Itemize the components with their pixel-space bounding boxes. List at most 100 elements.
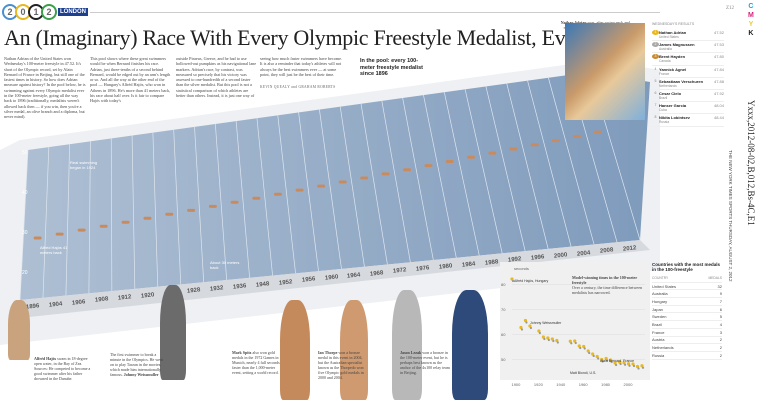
caption-hajos: Alfréd Hajós swam in 18-degree open wate… — [34, 356, 94, 381]
medal-count: 2 — [719, 337, 722, 343]
lane-line — [214, 123, 228, 281]
data-point — [617, 360, 622, 364]
name: Hanser Garcia — [659, 103, 687, 109]
country-name: United States — [652, 283, 677, 289]
data-point — [626, 362, 631, 366]
body-column: outside Piraeus, Greece, and he had to u… — [176, 56, 257, 99]
lane-line — [65, 144, 70, 296]
y-tick-label: 60 — [501, 332, 506, 337]
distance-label: 40 — [22, 190, 28, 196]
swimmer-marker — [187, 208, 196, 212]
distance-label: 50 — [22, 150, 28, 156]
x-tick-label: 1960 — [579, 382, 589, 387]
caption-thorpe: Ian Thorpe won a bronze medal in this ev… — [318, 350, 366, 380]
lane-line — [423, 95, 457, 258]
x-tick-label: 1980 — [601, 382, 611, 387]
swimmer-marker — [317, 184, 326, 188]
caption-name: Alfréd Hajós — [34, 356, 57, 361]
name: Brent Hayden — [659, 54, 686, 60]
data-point — [586, 349, 590, 353]
country: Cuba — [659, 108, 667, 113]
name: Sebastiaan Verschuren — [659, 78, 704, 84]
swimmer-marker — [424, 164, 433, 168]
medal-count: 5 — [719, 314, 722, 320]
data-point-silver — [628, 364, 631, 367]
lane-line — [339, 106, 365, 267]
data-point-silver — [632, 364, 636, 368]
cmyk-y: Y — [748, 21, 754, 28]
time: 47.52 — [713, 30, 724, 35]
chart-annotation: Johnny Weissmuller — [530, 321, 562, 325]
name: Nikita Lobintsev — [659, 115, 690, 121]
medal-count: 6 — [719, 306, 722, 312]
data-point-silver — [619, 362, 622, 366]
country-row: Hungary 7 — [652, 298, 722, 306]
result-row: 7 Hanser Garcia Cuba 48.04 — [652, 102, 724, 115]
data-point — [546, 336, 550, 340]
rank-badge: 3 — [652, 54, 659, 60]
pool-water — [20, 72, 650, 300]
data-point-silver — [579, 346, 582, 350]
swimmer-marker — [295, 188, 304, 192]
medal-count: 4 — [719, 321, 722, 327]
result-row: 3 Brent Hayden Canada 47.80 — [652, 53, 724, 66]
times-chart: 80 70 60 50 1900 1920 1940 1960 1980 2000 seconds A… — [500, 262, 650, 387]
name: James Magnussen — [659, 42, 695, 48]
medal-count: 2 — [719, 352, 722, 358]
swimmer-marker — [488, 151, 497, 155]
x-tick-label: 1920 — [534, 382, 544, 387]
page-slug: Yxxx,2012-08-02,B,012,Bs-4C,E1 — [746, 100, 756, 226]
lane-line — [235, 121, 250, 278]
lane-line — [42, 147, 50, 298]
lane-line — [88, 141, 91, 294]
swimmer-marker — [572, 134, 581, 138]
lane-line — [443, 92, 480, 256]
data-point — [609, 358, 613, 362]
rank-badge: 7 — [654, 103, 657, 108]
data-point — [622, 361, 626, 365]
lane-line — [194, 126, 205, 283]
data-point — [510, 277, 514, 281]
y-tick-label: 70 — [501, 307, 506, 312]
swimmer-marker — [230, 200, 239, 204]
x-tick-label: 1900 — [511, 382, 521, 387]
data-point-silver — [601, 360, 604, 363]
data-point-silver — [588, 351, 591, 355]
country: Russia — [659, 120, 670, 125]
swimmer-name: Nathan Adrian United States — [659, 30, 714, 39]
chart-annotation: Alfréd Hajós, Hungary — [514, 279, 548, 283]
swimmer-marker — [360, 176, 369, 180]
medal-count: 7 — [719, 298, 722, 304]
country-name: Austria — [652, 337, 665, 343]
swimmer-name: James Magnussen Australia — [659, 42, 714, 51]
adrian-podium-photo — [452, 290, 488, 400]
data-point-silver — [606, 359, 609, 362]
data-point-silver — [597, 357, 600, 360]
data-point — [537, 329, 541, 333]
pool-callout: In the pool: every 100-meter freestyle m… — [360, 58, 423, 77]
logo-digit: 2 — [41, 4, 57, 20]
data-point — [568, 339, 572, 343]
data-point — [640, 364, 644, 368]
result-row: 2 James Magnussen Australia 47.53 — [652, 41, 724, 54]
swimmer-marker — [509, 147, 518, 151]
country-name: Australia — [652, 291, 668, 297]
time: 47.88 — [713, 78, 724, 84]
country: Australia — [659, 47, 672, 52]
swimmer-marker — [33, 236, 42, 240]
caption-text: The first swimmer to break a minute in t… — [110, 352, 164, 377]
lane-year-label: 2004 — [576, 249, 591, 258]
lane-year-label: 1948 — [255, 281, 270, 289]
hajos-photo — [8, 300, 30, 360]
swimmer-name: Yannick Agnel France — [659, 67, 714, 76]
swimmer-marker — [530, 143, 539, 147]
swimmer-marker — [593, 130, 602, 134]
body-column: seeing how much faster swimmers have bec… — [260, 56, 342, 77]
data-point-silver — [511, 279, 515, 283]
cmyk-c: C — [748, 3, 754, 10]
results-title: WEDNESDAY'S RESULTS — [652, 22, 695, 26]
swimmer-marker — [55, 232, 64, 236]
data-point — [573, 339, 577, 343]
nathan-adrian-photo — [565, 23, 645, 120]
data-point-silver — [610, 360, 613, 364]
